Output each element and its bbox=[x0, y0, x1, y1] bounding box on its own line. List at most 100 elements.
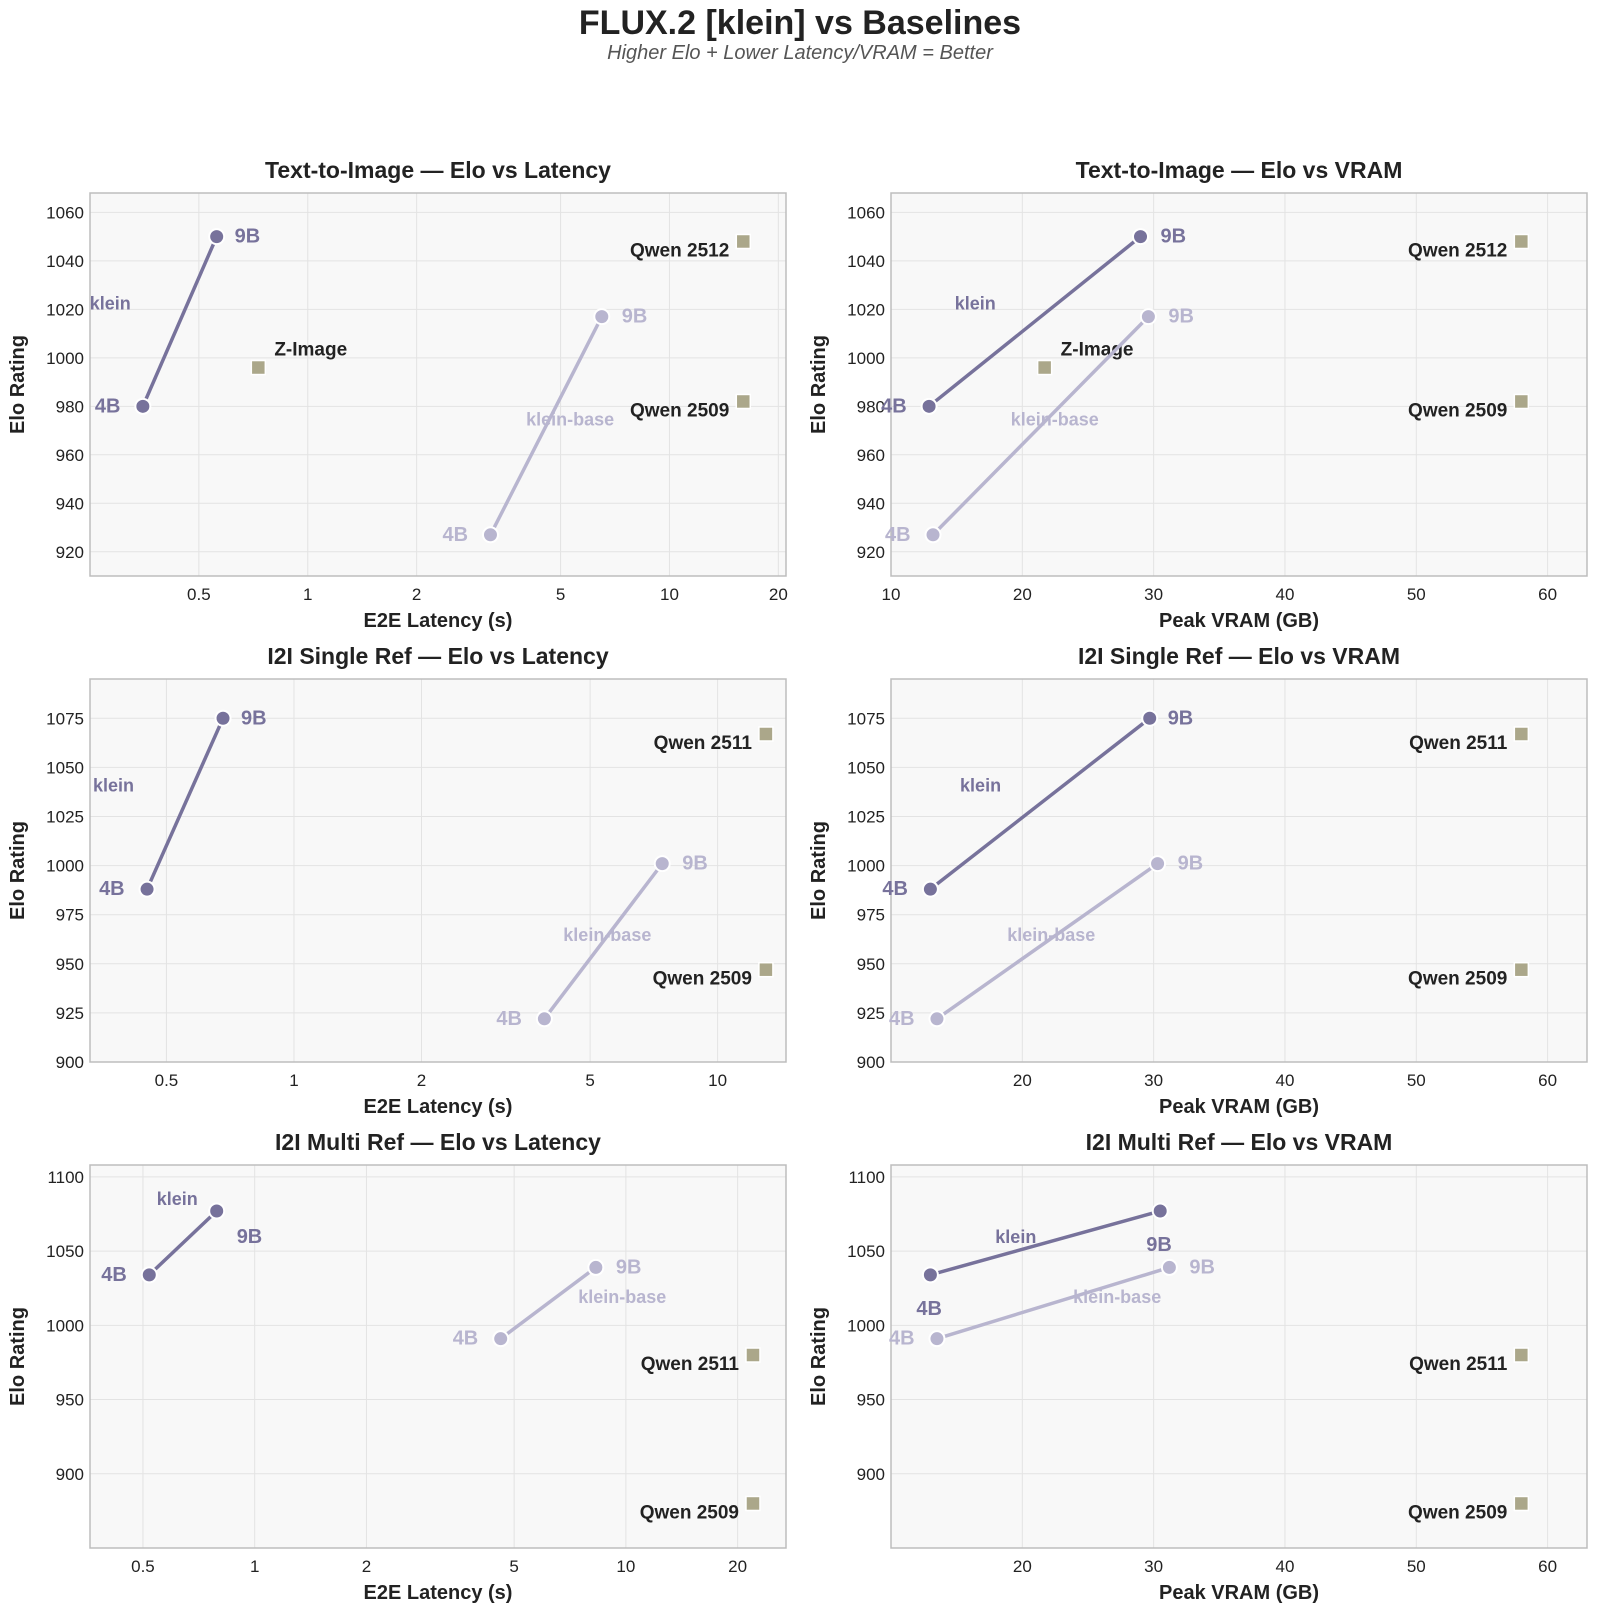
data-point bbox=[208, 1202, 226, 1220]
baseline-label: Qwen 2509 bbox=[640, 1502, 739, 1523]
plot-frame bbox=[890, 192, 1588, 577]
series-line bbox=[929, 1209, 1161, 1277]
baseline-label: Qwen 2511 bbox=[641, 1354, 740, 1375]
data-point bbox=[208, 228, 226, 246]
y-axis-label: Elo Rating bbox=[808, 335, 830, 434]
point-label: 4B bbox=[95, 395, 121, 417]
x-tick-label: 5 bbox=[585, 1071, 594, 1090]
baseline-label: Qwen 2511 bbox=[1409, 733, 1508, 754]
series-line bbox=[542, 862, 664, 1020]
y-tick-label: 1000 bbox=[847, 1316, 885, 1335]
y-axis-label: Elo Rating bbox=[7, 821, 29, 920]
x-tick-label: 10 bbox=[708, 1071, 727, 1090]
y-tick-label: 1000 bbox=[847, 349, 885, 368]
point-label: 9B bbox=[1178, 853, 1204, 875]
x-tick-label: 50 bbox=[1407, 585, 1426, 604]
baseline-marker bbox=[745, 1347, 761, 1363]
x-tick-label: 20 bbox=[728, 1557, 747, 1576]
baseline-marker bbox=[1036, 359, 1053, 376]
data-point bbox=[492, 1330, 510, 1348]
x-tick-label: 40 bbox=[1276, 1071, 1295, 1090]
x-tick-label: 2 bbox=[417, 1071, 426, 1090]
plot-area bbox=[90, 1165, 786, 1548]
baseline-label: Qwen 2511 bbox=[1409, 1354, 1508, 1375]
y-tick-label: 920 bbox=[56, 543, 84, 562]
y-axis-label: Elo Rating bbox=[7, 1307, 29, 1406]
series-name-label: klein bbox=[90, 293, 131, 313]
series-line bbox=[927, 235, 1142, 408]
x-tick-label: 60 bbox=[1538, 585, 1557, 604]
baseline-label: Qwen 2511 bbox=[654, 733, 753, 754]
y-tick-label: 1050 bbox=[46, 1242, 84, 1261]
y-tick-label: 1050 bbox=[847, 1242, 885, 1261]
series-name-label: klein bbox=[93, 776, 134, 796]
y-tick-label: 925 bbox=[857, 1004, 885, 1023]
series-name-label: klein bbox=[955, 293, 996, 313]
chart-title: I2I Multi Ref — Elo vs VRAM bbox=[1086, 1129, 1393, 1155]
point-label: 9B bbox=[682, 853, 708, 875]
point-label: 4B bbox=[881, 395, 907, 417]
baseline-label: Qwen 2509 bbox=[1408, 400, 1507, 421]
x-tick-label: 30 bbox=[1144, 1557, 1163, 1576]
x-tick-label: 50 bbox=[1407, 1071, 1426, 1090]
y-tick-label: 900 bbox=[56, 1465, 84, 1484]
x-tick-label: 1 bbox=[289, 1071, 298, 1090]
y-tick-label: 1025 bbox=[847, 807, 885, 826]
series-line bbox=[145, 717, 225, 890]
data-point bbox=[928, 1010, 946, 1028]
y-tick-label: 900 bbox=[857, 1465, 885, 1484]
point-label: 9B bbox=[1146, 1234, 1172, 1256]
data-point bbox=[924, 526, 942, 544]
x-tick-label: 2 bbox=[362, 1557, 371, 1576]
point-label: 9B bbox=[1189, 1256, 1215, 1278]
data-point bbox=[535, 1010, 553, 1028]
chart-panel: 900 925 950 975 1000 1025 1050 1075 20 30 40 50 60 I2… bbox=[808, 643, 1588, 1118]
x-axis-label: E2E Latency (s) bbox=[364, 1096, 513, 1118]
baseline-marker bbox=[758, 726, 774, 742]
y-tick-label: 1050 bbox=[847, 758, 885, 777]
y-axis-label: Elo Rating bbox=[7, 335, 29, 434]
y-tick-label: 980 bbox=[56, 397, 84, 416]
x-tick-label: 1 bbox=[250, 1557, 259, 1576]
series-name-label: klein-base bbox=[1007, 925, 1095, 945]
y-tick-label: 1000 bbox=[847, 857, 885, 876]
y-tick-label: 1040 bbox=[46, 252, 84, 271]
series-line bbox=[931, 315, 1150, 537]
page-title: FLUX.2 [klein] vs Baselines bbox=[578, 4, 1022, 42]
plot-area bbox=[891, 193, 1587, 576]
y-tick-label: 900 bbox=[56, 1053, 84, 1072]
data-point bbox=[134, 397, 152, 415]
x-tick-label: 1 bbox=[303, 585, 312, 604]
point-label: 4B bbox=[496, 1008, 522, 1030]
point-label: 9B bbox=[1161, 226, 1187, 248]
y-tick-label: 1075 bbox=[46, 709, 84, 728]
data-point bbox=[481, 526, 499, 544]
point-label: 9B bbox=[1168, 707, 1194, 729]
data-point bbox=[1149, 855, 1167, 873]
y-tick-label: 940 bbox=[857, 494, 885, 513]
data-point bbox=[140, 1266, 158, 1284]
chart-title: Text-to-Image — Elo vs Latency bbox=[265, 157, 611, 183]
series-line bbox=[929, 716, 1151, 891]
y-tick-label: 1100 bbox=[848, 1168, 885, 1187]
plot-frame bbox=[890, 678, 1588, 1063]
chart-panel: 900 950 1000 1050 1100 20 30 40 50 60 I2I Multi Re… bbox=[808, 1129, 1588, 1604]
x-axis-label: E2E Latency (s) bbox=[364, 1582, 513, 1604]
y-tick-label: 975 bbox=[857, 906, 885, 925]
y-tick-label: 950 bbox=[857, 955, 885, 974]
point-label: 4B bbox=[885, 524, 911, 546]
baseline-label: Qwen 2512 bbox=[1408, 240, 1507, 261]
series-line bbox=[936, 1265, 1170, 1341]
point-label: 4B bbox=[882, 878, 908, 900]
data-point bbox=[1160, 1258, 1178, 1276]
y-tick-label: 1000 bbox=[46, 349, 84, 368]
x-tick-label: 40 bbox=[1276, 585, 1295, 604]
baseline-marker bbox=[735, 393, 752, 410]
baseline-label: Z-Image bbox=[1061, 340, 1134, 361]
plot-frame bbox=[89, 192, 787, 577]
series-name-label: klein bbox=[995, 1227, 1036, 1247]
point-label: 9B bbox=[237, 1226, 263, 1248]
baseline-label: Qwen 2509 bbox=[653, 969, 752, 990]
y-tick-label: 1000 bbox=[46, 857, 84, 876]
x-axis-label: Peak VRAM (GB) bbox=[1159, 1096, 1319, 1118]
